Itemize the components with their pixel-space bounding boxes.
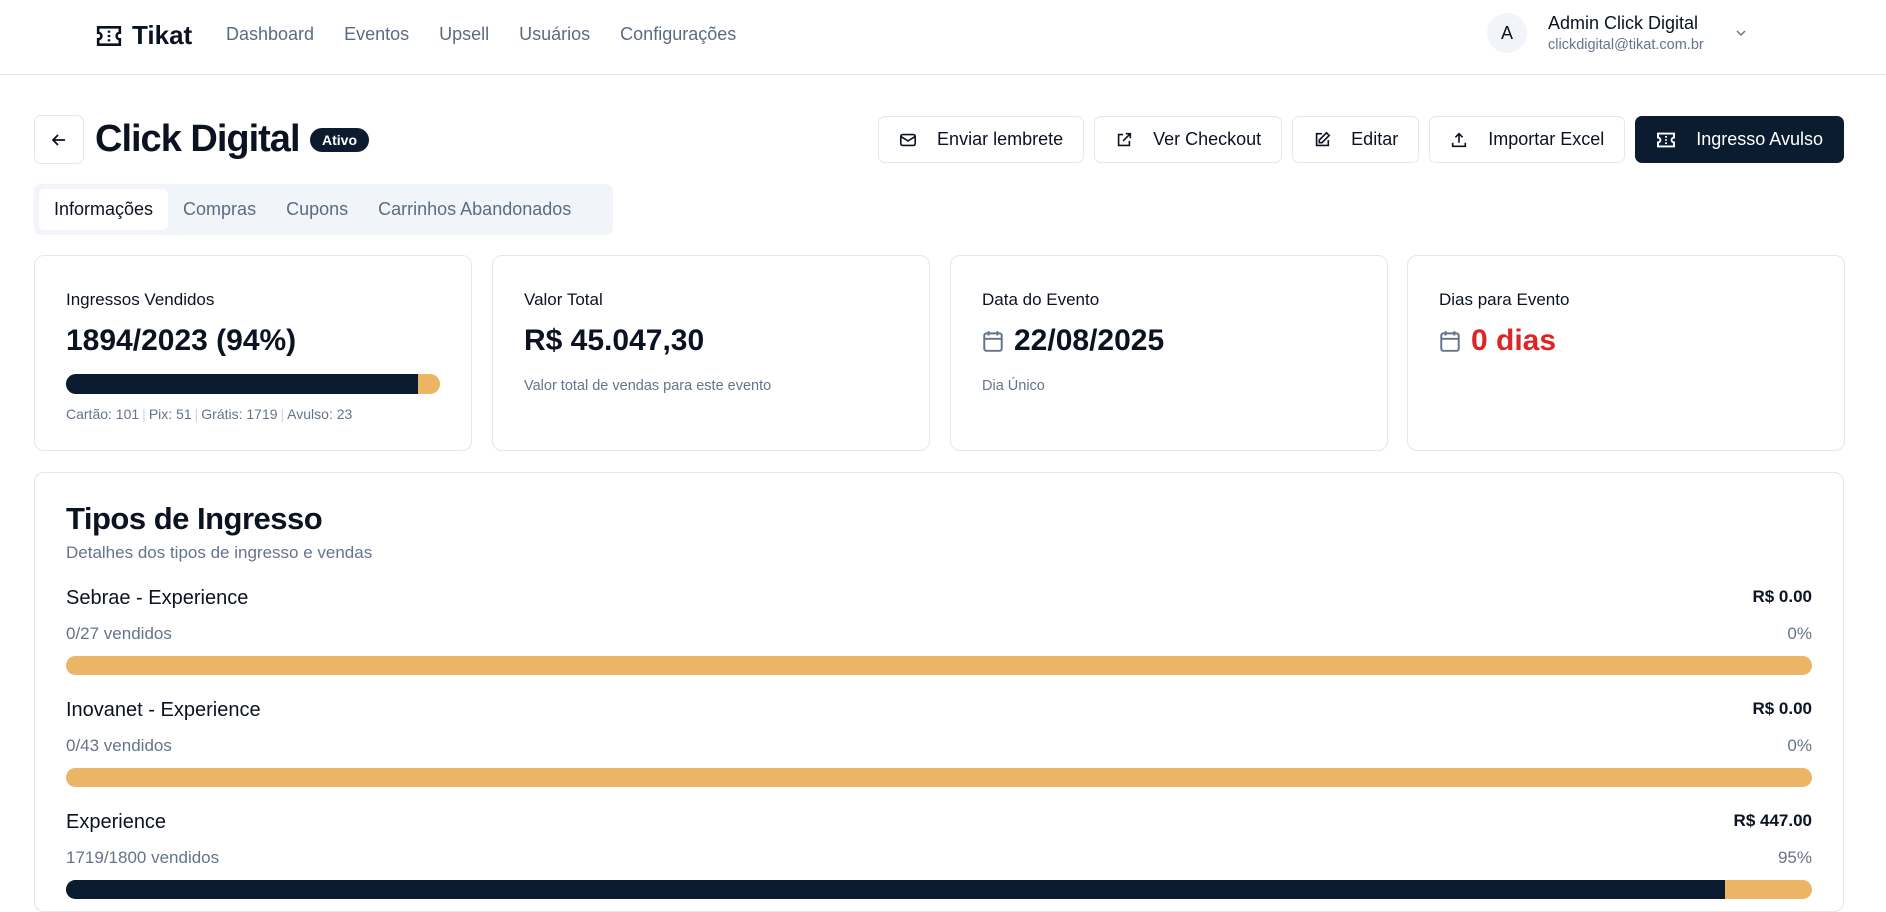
external-link-icon [1117,132,1132,146]
breakdown-free: Grátis: 1719 [201,406,278,422]
brand-name: Tikat [132,20,193,50]
breakdown-single: Avulso: 23 [287,406,353,422]
ticket-type-name: Sebrae - Experience [66,587,249,609]
send-reminder-label: Enviar lembrete [937,129,1064,149]
tab-informacoes[interactable]: Informações [39,189,169,230]
ticket-type-progress-bar [66,880,1812,899]
total-value-card: Valor Total R$ 45.047,30 Valor total de … [492,255,930,451]
nav-eventos[interactable]: Eventos [344,24,410,44]
ticket-type-progress-fill [66,880,1725,899]
send-reminder-button[interactable]: Enviar lembrete [878,116,1085,163]
sales-breakdown: Cartão: 101 | Pix: 51 | Grátis: 1719 | Avulso:… [66,406,353,422]
chevron-down-icon [1736,30,1746,37]
single-ticket-button[interactable]: Ingresso Avulso [1635,116,1844,163]
ticket-type-row: Inovanet - Experience R$ 0.00 0/43 vendid… [66,699,1812,787]
nav-usuarios[interactable]: Usuários [519,24,591,44]
card-subtext: Dia Único [982,378,1045,394]
ticket-type-row: Sebrae - Experience R$ 0.00 0/27 vendidos… [66,587,1812,675]
section-subtitle: Detalhes dos tipos de ingresso e vendas [66,543,373,562]
card-value: 0 dias [1471,324,1557,357]
view-checkout-label: Ver Checkout [1153,129,1262,149]
user-name: Admin Click Digital [1548,13,1699,33]
ticket-type-sold: 1719/1800 vendidos [66,848,220,867]
arrow-left-icon [51,133,65,146]
breakdown-card: Cartão: 101 [66,406,140,422]
ticket-type-price: R$ 0.00 [1752,587,1812,606]
ticket-type-row: Experience R$ 447.00 1719/1800 vendidos 95… [66,811,1812,899]
upload-icon [1452,132,1467,147]
ticket-type-percent: 0% [1787,624,1812,643]
edit-button[interactable]: Editar [1292,116,1420,163]
card-label: Ingressos Vendidos [66,290,215,309]
top-nav: Tikat Dashboard Eventos Upsell Usuários … [0,0,1886,75]
card-value: 1894/2023 (94%) [66,324,297,357]
card-label: Valor Total [524,290,603,309]
tab-carrinhos-abandonados[interactable]: Carrinhos Abandonados [378,199,572,219]
logo[interactable]: Tikat [96,20,192,51]
nav-configuracoes[interactable]: Configurações [620,24,737,44]
card-label: Data do Evento [982,290,1100,309]
user-email: clickdigital@tikat.com.br [1548,37,1704,53]
mail-icon [900,133,917,146]
nav-upsell[interactable]: Upsell [439,24,490,44]
event-date-card: Data do Evento 22/08/2025 Dia Único [950,255,1388,451]
status-badge: Ativo [310,128,369,152]
ticket-types-section: Tipos de Ingresso Detalhes dos tipos de … [34,472,1844,912]
tab-bar: Informações Compras Cupons Carrinhos Aba… [34,184,613,235]
ticket-type-sold: 0/43 vendidos [66,736,172,755]
ticket-icon [1657,132,1676,147]
edit-icon [1315,131,1331,146]
card-value: R$ 45.047,30 [524,324,705,357]
user-menu[interactable]: A Admin Click Digital clickdigital@tikat… [1487,13,1748,53]
page-title: Click Digital [95,118,300,160]
edit-label: Editar [1351,129,1399,149]
tickets-sold-card: Ingressos Vendidos 1894/2023 (94%) Cartã… [34,255,472,451]
days-to-event-card: Dias para Evento 0 dias [1407,255,1845,451]
back-button[interactable] [34,115,84,164]
single-ticket-label: Ingresso Avulso [1696,129,1823,149]
ticket-type-percent: 95% [1777,848,1812,867]
nav-dashboard[interactable]: Dashboard [226,24,315,44]
ticket-type-price: R$ 0.00 [1752,699,1812,718]
import-excel-button[interactable]: Importar Excel [1429,116,1626,163]
avatar: A [1487,13,1527,53]
ticket-type-name: Inovanet - Experience [66,699,261,721]
sold-progress-fill [66,374,418,394]
card-subtext: Valor total de vendas para este evento [524,378,772,394]
ticket-type-sold: 0/27 vendidos [66,624,172,643]
breakdown-pix: Pix: 51 [148,406,192,422]
ticket-type-progress-bar [66,768,1812,787]
tab-compras[interactable]: Compras [183,199,257,219]
ticket-type-price: R$ 447.00 [1733,811,1812,830]
view-checkout-button[interactable]: Ver Checkout [1094,116,1283,163]
calendar-icon [1440,331,1460,352]
import-excel-label: Importar Excel [1488,129,1605,149]
sold-progress-bar [66,374,440,394]
section-title: Tipos de Ingresso [66,501,323,536]
ticket-type-progress-bar [66,656,1812,675]
card-value: 22/08/2025 [1014,324,1165,357]
ticket-type-name: Experience [66,811,167,833]
card-label: Dias para Evento [1439,290,1570,309]
ticket-icon [96,25,122,46]
ticket-type-percent: 0% [1787,736,1812,755]
calendar-icon [983,331,1003,352]
tab-cupons[interactable]: Cupons [286,199,349,219]
